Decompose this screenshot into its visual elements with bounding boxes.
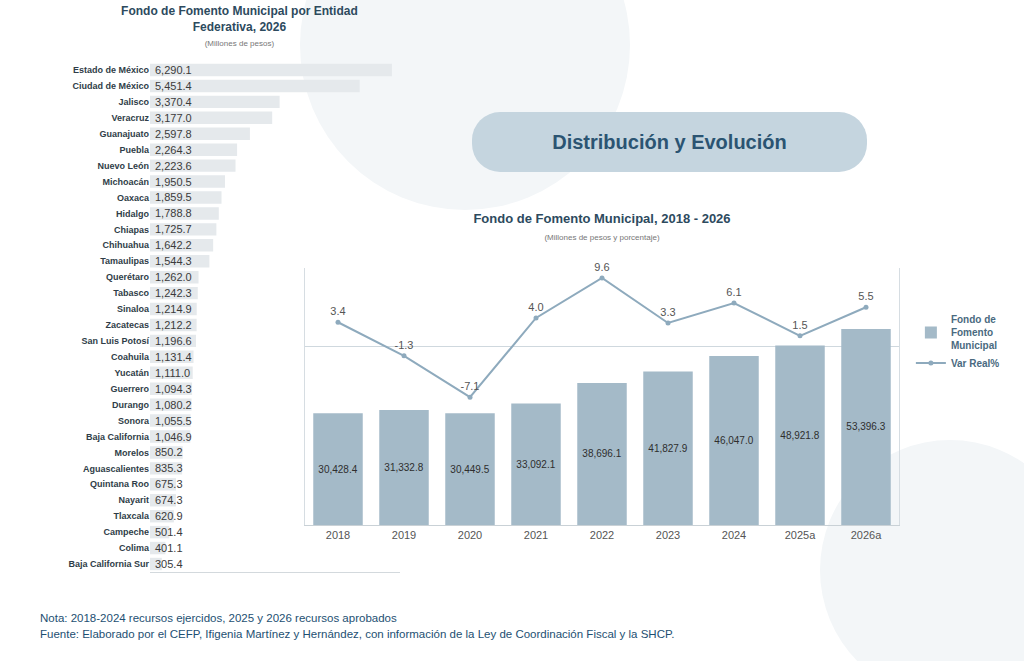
svg-text:674.3: 674.3	[155, 494, 183, 506]
svg-text:48,921.8: 48,921.8	[780, 430, 819, 441]
svg-text:Fondo de Fomento Municipal, 20: Fondo de Fomento Municipal, 2018 - 2026(…	[473, 211, 730, 242]
svg-text:Sonora: Sonora	[118, 416, 150, 426]
svg-text:Zacatecas: Zacatecas	[105, 320, 149, 330]
svg-text:1,725.7: 1,725.7	[155, 223, 192, 235]
svg-text:Var Real%: Var Real%	[951, 358, 999, 369]
svg-text:Morelos: Morelos	[114, 448, 149, 458]
svg-text:Nuevo León: Nuevo León	[97, 161, 149, 171]
svg-text:305.4: 305.4	[155, 558, 183, 570]
svg-text:1,080.2: 1,080.2	[155, 399, 192, 411]
svg-text:Tlaxcala: Tlaxcala	[113, 511, 150, 521]
svg-text:2023: 2023	[656, 529, 680, 541]
svg-text:1,950.5: 1,950.5	[155, 176, 192, 188]
html-text:Distribución y Evolución: Distribución y Evolución	[552, 131, 787, 153]
svg-text:46,047.0: 46,047.0	[714, 435, 753, 446]
svg-text:2018: 2018	[326, 529, 350, 541]
svg-text:1,262.0: 1,262.0	[155, 271, 192, 283]
svg-text:1,544.3: 1,544.3	[155, 255, 192, 267]
svg-text:1,642.2: 1,642.2	[155, 239, 192, 251]
svg-text:Guerrero: Guerrero	[110, 384, 149, 394]
svg-text:1,196.6: 1,196.6	[155, 335, 192, 347]
svg-text:Hidalgo: Hidalgo	[116, 209, 150, 219]
svg-text:2021: 2021	[524, 529, 548, 541]
svg-text:2,264.3: 2,264.3	[155, 144, 192, 156]
svg-text:2,597.8: 2,597.8	[155, 128, 192, 140]
svg-text:675.3: 675.3	[155, 478, 183, 490]
svg-text:Durango: Durango	[112, 400, 150, 410]
svg-text:9.6: 9.6	[594, 261, 609, 273]
svg-text:Querétaro: Querétaro	[106, 272, 150, 282]
svg-text:33,092.1: 33,092.1	[516, 459, 555, 470]
svg-text:Estado de México: Estado de México	[73, 65, 150, 75]
svg-text:2020: 2020	[458, 529, 482, 541]
svg-text:Aguascalientes: Aguascalientes	[83, 464, 149, 474]
svg-text:850.2: 850.2	[155, 446, 183, 458]
svg-text:Puebla: Puebla	[119, 145, 150, 155]
svg-text:Yucatán: Yucatán	[114, 368, 149, 378]
svg-text:5.5: 5.5	[858, 290, 873, 302]
svg-text:2024: 2024	[722, 529, 746, 541]
svg-text:Baja California: Baja California	[86, 432, 150, 442]
svg-text:3.3: 3.3	[660, 306, 675, 318]
svg-text:Michoacán: Michoacán	[102, 177, 149, 187]
svg-text:Tabasco: Tabasco	[113, 288, 149, 298]
svg-text:41,827.9: 41,827.9	[648, 443, 687, 454]
svg-text:Nayarit: Nayarit	[118, 495, 149, 505]
svg-text:1,055.5: 1,055.5	[155, 415, 192, 427]
html-text:Nota: 2018-2024 recursos ejerc: Nota: 2018-2024 recursos ejercidos, 2025…	[40, 612, 397, 624]
svg-text:6.1: 6.1	[726, 286, 741, 298]
svg-text:Quintana Roo: Quintana Roo	[90, 479, 149, 489]
svg-text:1,094.3: 1,094.3	[155, 383, 192, 395]
svg-text:Veracruz: Veracruz	[111, 113, 149, 123]
svg-text:2,223.6: 2,223.6	[155, 160, 192, 172]
svg-text:1.5: 1.5	[792, 319, 807, 331]
svg-text:Fondo de Fomento Municipal por: Fondo de Fomento Municipal por EntidadFe…	[121, 4, 358, 48]
svg-text:1,046.9: 1,046.9	[155, 431, 192, 443]
svg-text:2019: 2019	[392, 529, 416, 541]
svg-text:1,131.4: 1,131.4	[155, 351, 192, 363]
svg-text:Guanajuato: Guanajuato	[99, 129, 149, 139]
svg-text:3,370.4: 3,370.4	[155, 96, 192, 108]
svg-text:30,449.5: 30,449.5	[450, 464, 489, 475]
svg-text:Baja California Sur: Baja California Sur	[68, 559, 149, 569]
svg-text:501.4: 501.4	[155, 526, 183, 538]
svg-text:Oaxaca: Oaxaca	[117, 193, 150, 203]
svg-text:38,696.1: 38,696.1	[582, 448, 621, 459]
svg-text:Chiapas: Chiapas	[114, 225, 149, 235]
svg-text:53,396.3: 53,396.3	[846, 421, 885, 432]
svg-text:3,177.0: 3,177.0	[155, 112, 192, 124]
svg-text:Campeche: Campeche	[103, 527, 149, 537]
svg-text:Ciudad de México: Ciudad de México	[72, 81, 149, 91]
svg-text:1,859.5: 1,859.5	[155, 191, 192, 203]
svg-text:Fondo deFomentoMunicipal: Fondo deFomentoMunicipal	[951, 314, 997, 351]
svg-text:3.4: 3.4	[330, 305, 345, 317]
svg-text:Jalisco: Jalisco	[118, 97, 149, 107]
svg-text:1,788.8: 1,788.8	[155, 207, 192, 219]
svg-text:31,332.8: 31,332.8	[384, 462, 423, 473]
svg-text:1,242.3: 1,242.3	[155, 287, 192, 299]
svg-text:1,214.9: 1,214.9	[155, 303, 192, 315]
svg-text:Coahuila: Coahuila	[111, 352, 150, 362]
svg-text:2022: 2022	[590, 529, 614, 541]
svg-text:835.3: 835.3	[155, 462, 183, 474]
svg-text:San Luis Potosí: San Luis Potosí	[81, 336, 149, 346]
svg-text:401.1: 401.1	[155, 542, 183, 554]
svg-text:30,428.4: 30,428.4	[318, 464, 357, 475]
svg-text:5,451.4: 5,451.4	[155, 80, 192, 92]
svg-text:-1.3: -1.3	[395, 339, 414, 351]
svg-text:1,212.2: 1,212.2	[155, 319, 192, 331]
svg-text:4.0: 4.0	[528, 301, 543, 313]
svg-text:6,290.1: 6,290.1	[155, 64, 192, 76]
svg-text:1,111.0: 1,111.0	[155, 367, 190, 379]
html-text:Fuente: Elaborado por el CEFP,: Fuente: Elaborado por el CEFP, Ifigenia …	[40, 628, 675, 640]
svg-text:Sinaloa: Sinaloa	[117, 304, 150, 314]
svg-text:2025a: 2025a	[785, 529, 816, 541]
svg-text:2026a: 2026a	[851, 529, 882, 541]
svg-text:620.9: 620.9	[155, 510, 183, 522]
svg-text:-7.1: -7.1	[461, 380, 480, 392]
svg-text:Tamaulipas: Tamaulipas	[100, 256, 149, 266]
svg-text:Chihuahua: Chihuahua	[103, 240, 150, 250]
svg-text:Colima: Colima	[119, 543, 150, 553]
